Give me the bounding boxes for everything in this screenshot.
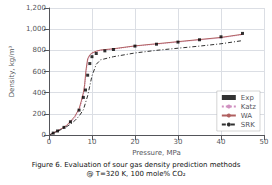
svg-text:WA: WA bbox=[241, 112, 253, 120]
svg-text:0: 0 bbox=[41, 131, 45, 139]
svg-text:Pressure, MPa: Pressure, MPa bbox=[132, 149, 181, 157]
svg-text:30: 30 bbox=[174, 138, 183, 146]
svg-text:800: 800 bbox=[33, 46, 46, 54]
svg-text:1,200: 1,200 bbox=[26, 4, 46, 12]
svg-text:0: 0 bbox=[47, 138, 51, 146]
svg-text:20: 20 bbox=[131, 138, 140, 146]
svg-text:Exp: Exp bbox=[241, 94, 255, 102]
svg-text:@ T=320 K, 100 mole% CO₂: @ T=320 K, 100 mole% CO₂ bbox=[86, 170, 185, 178]
svg-text:10: 10 bbox=[87, 138, 96, 146]
svg-text:50: 50 bbox=[260, 138, 269, 146]
svg-text:40: 40 bbox=[217, 138, 226, 146]
svg-text:Figure 6. Evaluation of sour g: Figure 6. Evaluation of sour gas density… bbox=[32, 161, 241, 169]
svg-text:1,000: 1,000 bbox=[26, 25, 46, 33]
svg-text:600: 600 bbox=[33, 68, 46, 76]
svg-text:SRK: SRK bbox=[241, 121, 255, 129]
svg-text:400: 400 bbox=[33, 89, 46, 97]
svg-text:200: 200 bbox=[33, 110, 46, 118]
svg-text:Katz: Katz bbox=[241, 103, 257, 111]
svg-text:Density, kg/m³: Density, kg/m³ bbox=[8, 46, 16, 98]
